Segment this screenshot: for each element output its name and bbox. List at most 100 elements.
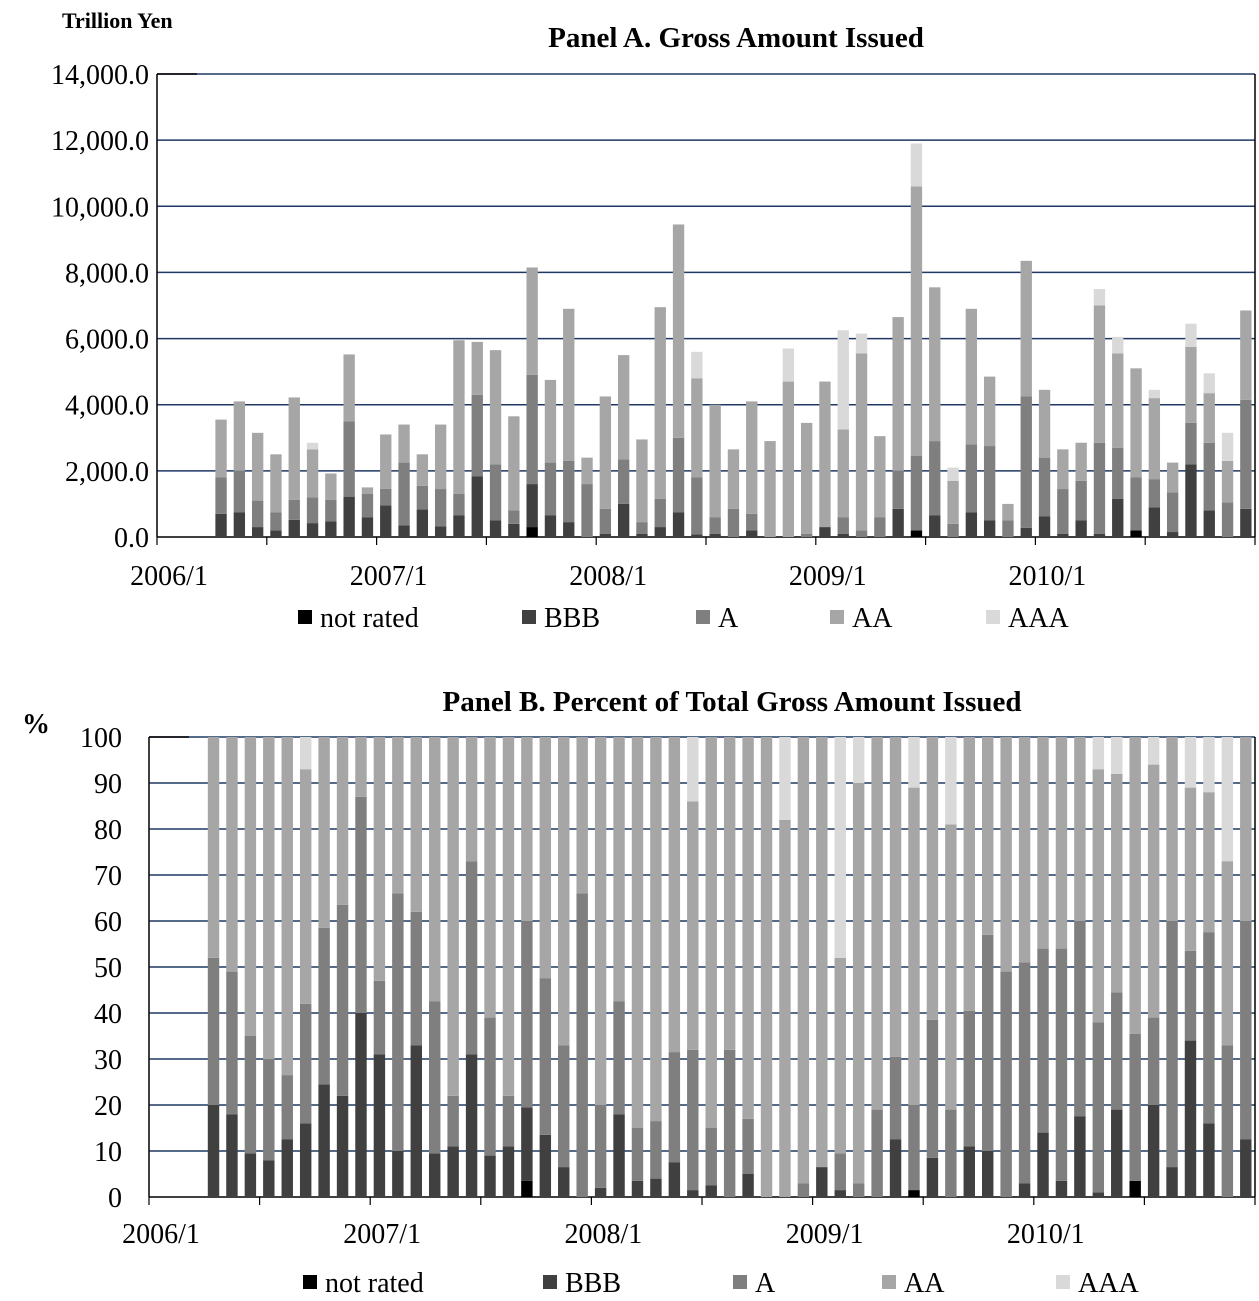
bar-segment-aa	[779, 819, 791, 1197]
bar-segment-a	[742, 1118, 754, 1174]
bar-segment-aaa	[1112, 336, 1124, 354]
bar-segment-bbb	[325, 521, 337, 537]
y-tick-label: 8,000.0	[65, 258, 149, 289]
bar-segment-a	[373, 980, 386, 1055]
bar-segment-aa	[965, 308, 978, 445]
bar-segment-aa	[207, 737, 220, 958]
bar-segment-aaa	[1148, 389, 1161, 399]
bar-segment-bbb	[226, 1114, 238, 1197]
bar-segment-aa	[281, 737, 293, 1076]
bar-segment-a	[1037, 948, 1049, 1133]
bar-segment-aa	[764, 441, 776, 537]
bar-segment-bbb	[1203, 1123, 1215, 1197]
bar-segment-aa	[398, 424, 410, 463]
chart-title: Panel A. Gross Amount Issued	[548, 22, 924, 54]
bar-segment-bbb	[215, 513, 227, 537]
bar-segment-aa	[599, 396, 612, 509]
bar-segment-bbb	[1240, 508, 1252, 537]
bar-segment-bbb	[1166, 1167, 1178, 1197]
bar-segment-not-rated	[526, 527, 538, 537]
bar-segment-a	[837, 517, 849, 534]
bar-segment-aa	[1221, 861, 1234, 1046]
bar-segment-bbb	[892, 508, 904, 537]
bar-segment-aaa	[1221, 432, 1234, 461]
bar-segment-a	[1112, 447, 1124, 499]
bar-segment-a	[576, 893, 588, 1197]
bar-segment-bbb	[837, 533, 849, 537]
bar-segment-a	[1203, 442, 1215, 511]
bar-segment-a	[908, 1105, 920, 1191]
bar-segment-aa	[1240, 737, 1252, 921]
bar-segment-a	[336, 904, 349, 1096]
legend-label-not-rated: not rated	[325, 1268, 424, 1299]
bar-segment-a	[1166, 921, 1178, 1168]
y-tick-label: 40	[94, 999, 122, 1030]
bar-segment-aaa	[945, 737, 957, 825]
bar-segment-bbb	[1018, 1183, 1031, 1197]
bar-segment-a	[797, 1183, 810, 1197]
bar-segment-bbb	[691, 534, 703, 537]
x-tick-label: 2006/1	[122, 1219, 200, 1250]
bar-segment-aaa	[1092, 737, 1105, 770]
bar-segment-aa	[1057, 449, 1069, 490]
bar-segment-aa	[963, 737, 975, 1011]
bar-segment-aa	[1002, 503, 1014, 521]
bar-segment-aaa	[1093, 288, 1106, 306]
bar-segment-a	[636, 522, 648, 534]
bar-segment-a	[1221, 1045, 1234, 1197]
bar-segment-aa	[983, 376, 996, 447]
bar-segment-a	[502, 1095, 515, 1147]
bar-segment-a	[508, 510, 520, 524]
bar-segment-aa	[558, 737, 570, 1046]
bar-segment-a	[215, 477, 227, 514]
bar-segment-aa	[1130, 368, 1142, 478]
bar-segment-bbb	[336, 1095, 349, 1197]
bar-segment-bbb	[1057, 533, 1069, 537]
x-tick-label: 2010/1	[1007, 1219, 1085, 1250]
bar-segment-bbb	[416, 509, 429, 537]
bar-segment-bbb	[709, 533, 721, 537]
bar-segment-a	[251, 500, 264, 528]
bar-segment-a	[705, 1128, 717, 1186]
bar-segment-bbb	[1203, 510, 1215, 537]
bar-segment-aa	[742, 737, 754, 1119]
bar-segment-aa	[613, 737, 625, 1002]
x-tick-label: 2008/1	[569, 561, 647, 592]
bar-segment-bbb	[361, 517, 374, 537]
bar-segment-aa	[215, 419, 227, 478]
bar-segment-a	[1020, 396, 1032, 528]
bar-segment-aa	[233, 401, 246, 471]
bar-segment-bbb	[599, 533, 612, 537]
bar-segment-aa	[1221, 460, 1234, 503]
bar-segment-aa	[1075, 442, 1087, 481]
bar-segment-bbb	[318, 1084, 330, 1197]
legend-swatch-not-rated	[298, 610, 312, 624]
bar-segment-a	[672, 437, 685, 513]
bar-segment-a	[465, 861, 478, 1055]
bar-segment-aa	[654, 307, 666, 499]
bar-segment-a	[484, 1017, 496, 1156]
bar-segment-bbb	[544, 515, 557, 537]
bar-segment-aaa	[910, 143, 923, 187]
x-tick-label: 2008/1	[565, 1219, 643, 1250]
bar-segment-bbb	[233, 512, 246, 537]
bar-segment-bbb	[983, 520, 996, 537]
bar-segment-aa	[855, 353, 868, 531]
bar-segment-a	[325, 499, 337, 522]
bar-segment-aa	[336, 737, 349, 905]
bar-segment-a	[1129, 1033, 1141, 1181]
bar-segment-aa	[691, 378, 703, 478]
bar-segment-aa	[727, 449, 740, 509]
bar-segment-bbb	[631, 1180, 644, 1197]
bar-segment-a	[1147, 1017, 1160, 1105]
y-tick-label: 12,000.0	[51, 126, 149, 157]
bar-segment-aaa	[1203, 373, 1215, 394]
bar-segment-a	[1221, 502, 1234, 537]
bar-segment-aa	[797, 737, 810, 1184]
bar-segment-bbb	[526, 484, 538, 528]
chart-title: Panel B. Percent of Total Gross Amount I…	[443, 686, 1022, 718]
panel-a-chart: Panel A. Gross Amount Issued Trillion Yen…	[51, 8, 1256, 634]
y-tick-label: 70	[94, 861, 122, 892]
bar-segment-a	[723, 1049, 736, 1197]
bar-segment-bbb	[1037, 1132, 1049, 1197]
